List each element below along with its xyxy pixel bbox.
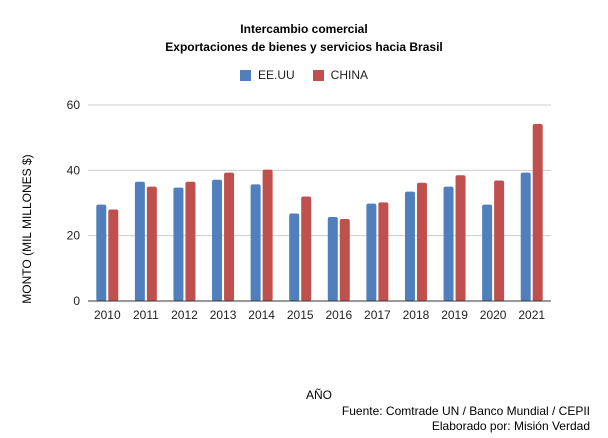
- bar-china-2016: [339, 219, 350, 301]
- bar-china-2020: [494, 180, 505, 301]
- y-axis-label: MONTO (MIL MILLONES $): [20, 154, 34, 304]
- x-tick-label: 2017: [364, 308, 391, 322]
- bar-china-2013: [224, 172, 235, 301]
- bar-eeuu-2010: [96, 204, 107, 301]
- x-tick-label: 2016: [325, 308, 352, 322]
- legend-swatch: [239, 69, 251, 81]
- x-tick-label: 2015: [287, 308, 314, 322]
- legend-item-china: CHINA: [312, 68, 369, 82]
- bar-eeuu-2019: [443, 186, 454, 301]
- bar-eeuu-2017: [366, 203, 377, 301]
- bar-eeuu-2020: [482, 204, 493, 301]
- y-tick-label: 20: [67, 229, 81, 243]
- x-tick-label: 2012: [171, 308, 198, 322]
- bar-china-2017: [378, 202, 389, 301]
- legend-swatch: [312, 69, 324, 81]
- y-tick-label: 0: [73, 294, 80, 308]
- legend: EE.UU CHINA: [0, 68, 608, 82]
- x-tick-label: 2021: [518, 308, 545, 322]
- bar-eeuu-2014: [250, 184, 261, 301]
- x-tick-label: 2019: [441, 308, 468, 322]
- x-tick-label: 2020: [480, 308, 507, 322]
- bar-eeuu-2011: [134, 181, 145, 301]
- chart-subtitle: Exportaciones de bienes y servicios haci…: [165, 40, 443, 54]
- x-tick-label: 2011: [133, 308, 159, 322]
- bar-china-2018: [416, 182, 427, 301]
- x-tick-label: 2010: [94, 308, 121, 322]
- y-tick-label: 60: [67, 98, 81, 112]
- x-axis-label: AÑO: [306, 388, 333, 402]
- chart-title: Intercambio comercial: [240, 22, 368, 36]
- bar-eeuu-2016: [327, 217, 338, 301]
- bar-eeuu-2015: [289, 213, 300, 301]
- bar-eeuu-2012: [173, 187, 184, 301]
- x-tick-label: 2014: [248, 308, 275, 322]
- bar-china-2021: [532, 123, 543, 302]
- bar-china-2014: [262, 169, 273, 301]
- bar-china-2015: [301, 196, 312, 301]
- bar-china-2012: [185, 181, 196, 301]
- bar-eeuu-2018: [404, 191, 415, 301]
- bar-china-2011: [146, 186, 157, 301]
- bar-china-2019: [455, 175, 466, 301]
- credit-note: Elaborado por: Misión Verdad: [431, 419, 590, 433]
- legend-label: CHINA: [330, 68, 369, 82]
- x-tick-label: 2018: [403, 308, 430, 322]
- y-tick-label: 40: [67, 163, 81, 177]
- source-note: Fuente: Comtrade UN / Banco Mundial / CE…: [341, 404, 590, 418]
- legend-label: EE.UU: [257, 68, 295, 82]
- legend-item-eeuu: EE.UU: [239, 68, 295, 82]
- bar-eeuu-2021: [520, 172, 531, 301]
- bar-eeuu-2013: [212, 179, 223, 301]
- bar-china-2010: [108, 209, 119, 301]
- x-tick-label: 2013: [210, 308, 237, 322]
